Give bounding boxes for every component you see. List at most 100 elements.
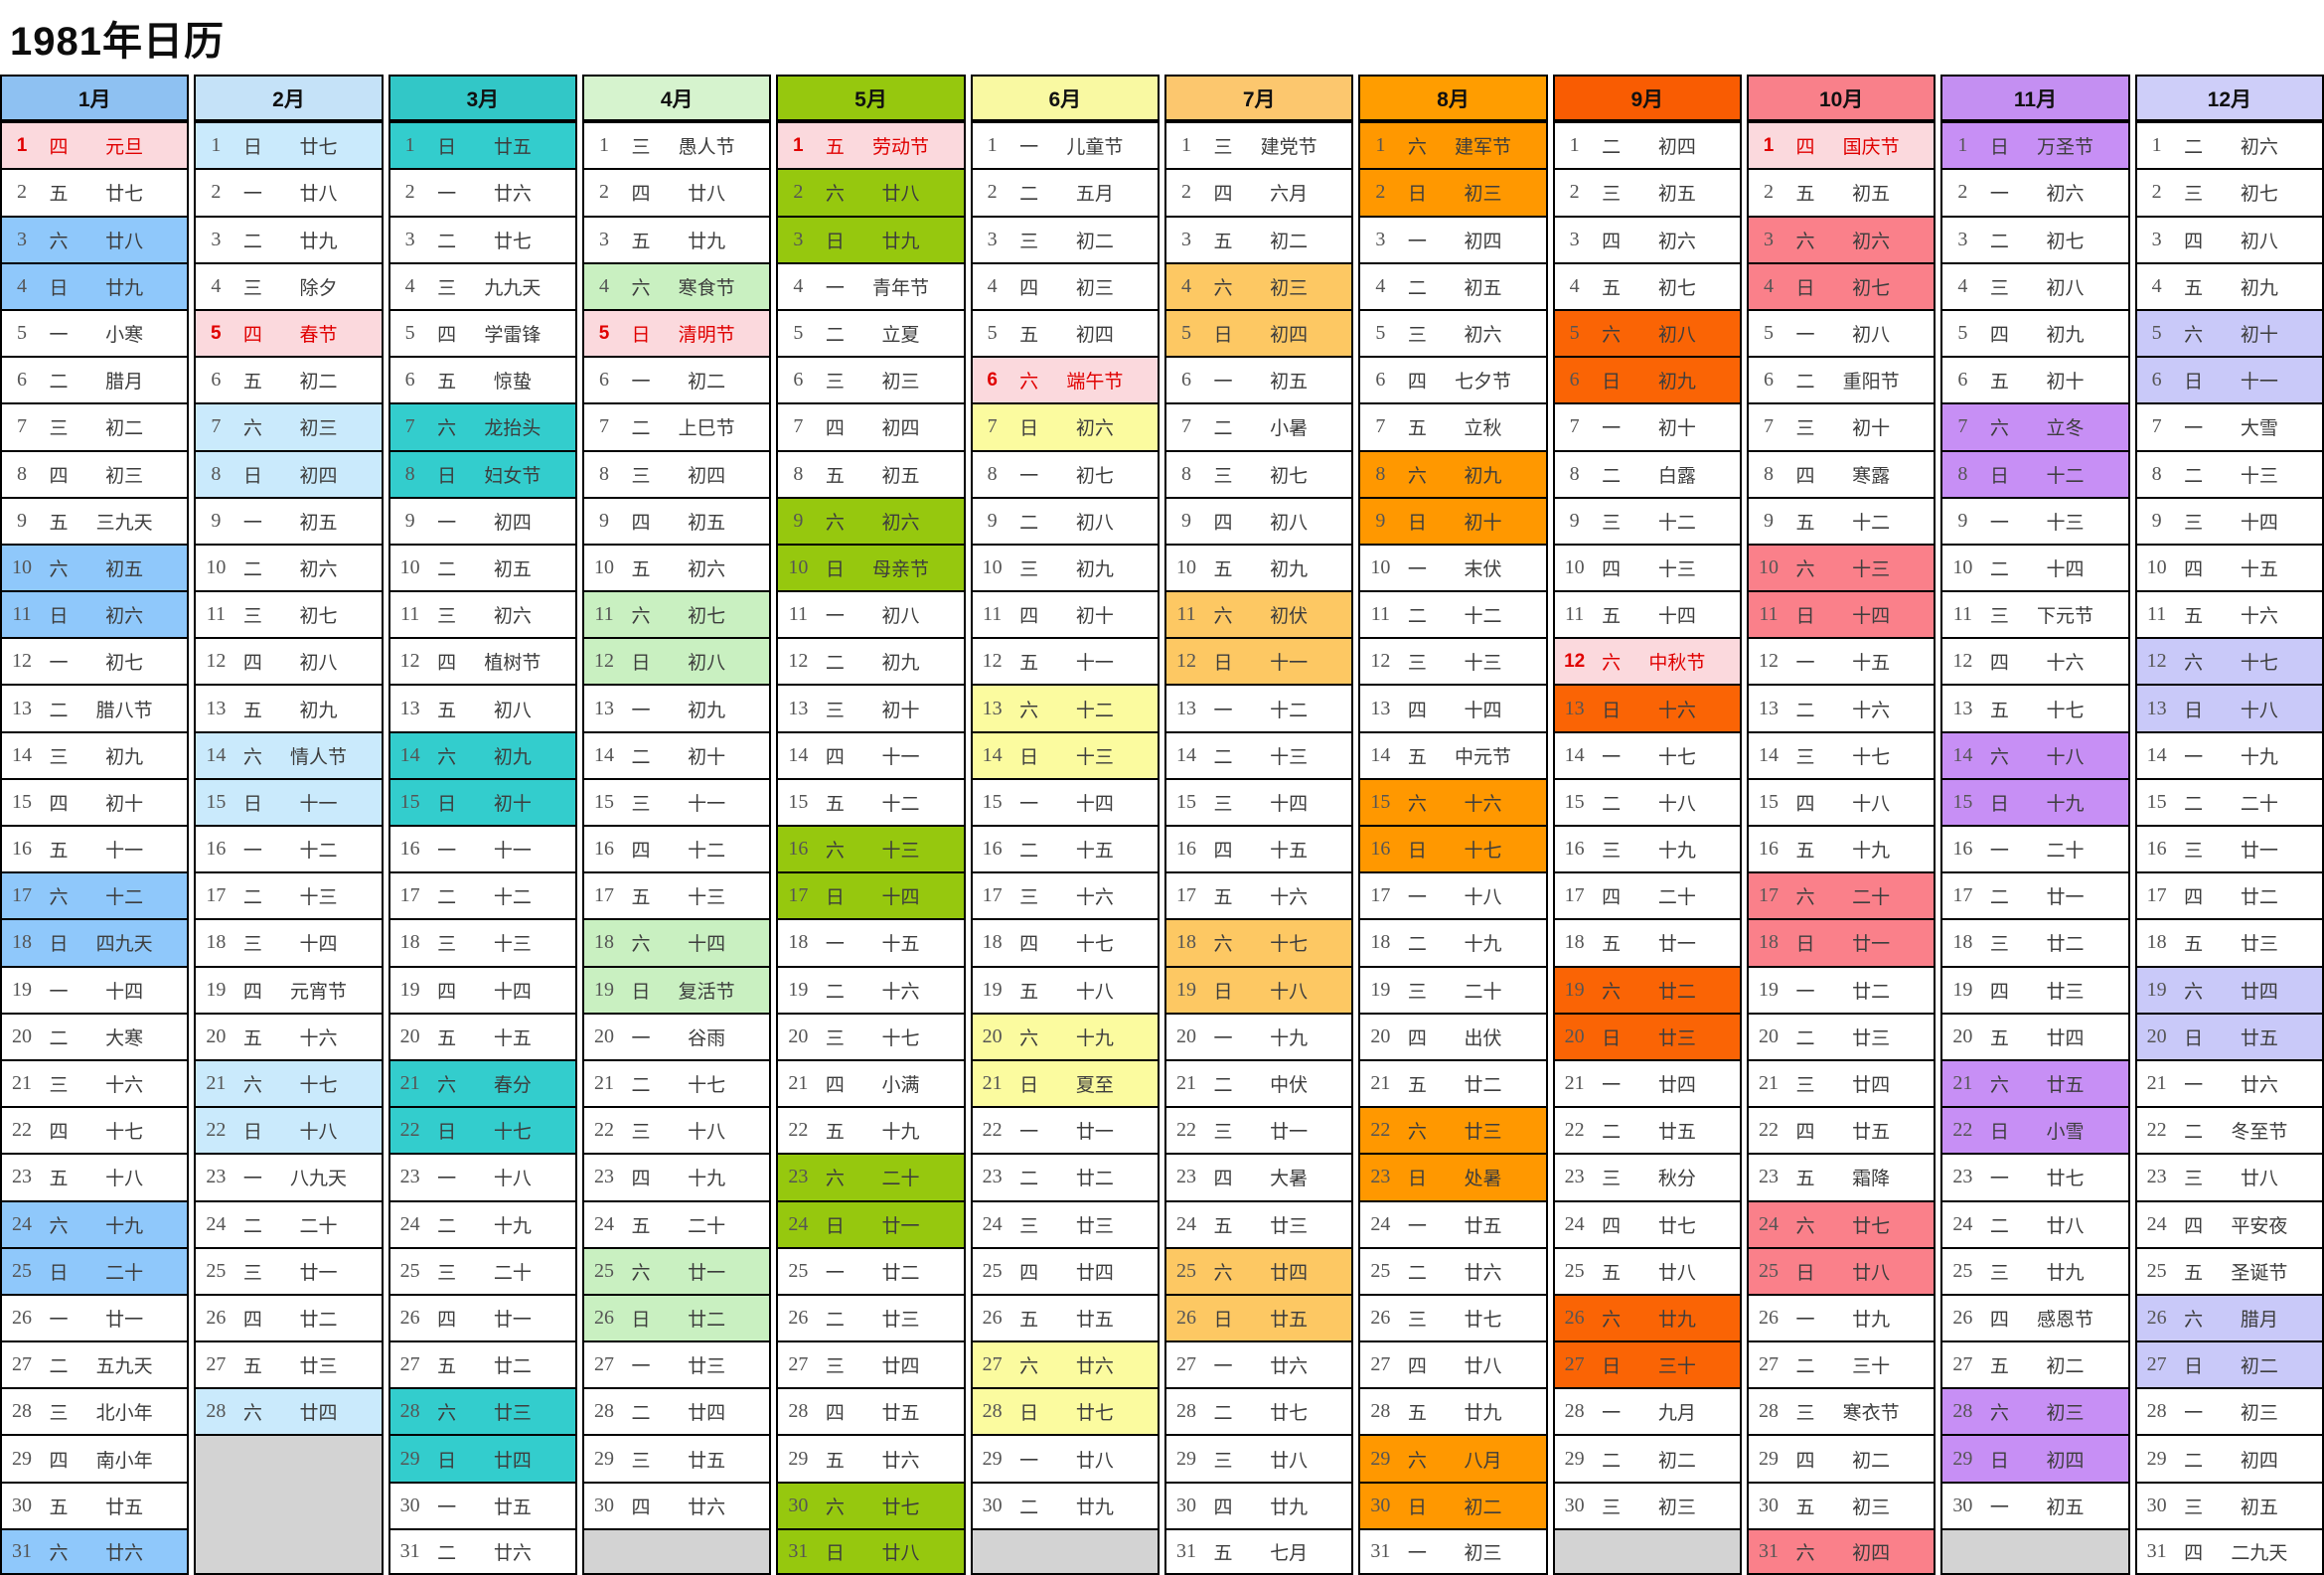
day-number: 10 [982,555,1003,578]
lunar-or-festival-label: 大暑 [1270,1169,1309,1190]
lunar-or-festival-label: 八月 [1464,1450,1502,1472]
lunar-or-festival-label: 初三 [1464,1542,1502,1564]
weekday-label: 五 [1602,1262,1622,1284]
day-number: 2 [1180,181,1191,204]
weekday-label: 一 [1989,512,2009,534]
lunar-or-festival-label: 二十 [105,1262,144,1284]
day-cell: 26 六 廿九 [1552,1293,1742,1341]
lunar-or-festival-label: 廿九 [2046,1262,2085,1284]
day-number: 10 [12,555,32,578]
day-number: 22 [2146,1119,2167,1142]
day-cell: 19 六 廿二 [1552,965,1742,1013]
day-cell: 1 三 建党节 [1163,121,1354,169]
day-cell: 13 五 初八 [387,684,577,731]
weekday-label: 三 [49,746,69,768]
weekday-label: 六 [1795,887,1815,909]
lunar-or-festival-label: 十六 [1075,887,1114,909]
day-cell: 15 一 十四 [970,777,1160,825]
lunar-or-festival-label: 十三 [1852,558,1891,580]
lunar-or-festival-label: 十二 [1657,512,1696,534]
day-number: 9 [1375,509,1386,532]
day-number: 13 [1175,697,1196,719]
day-number: 25 [1564,1259,1585,1282]
lunar-or-festival-label: 元旦 [105,137,144,159]
lunar-or-festival-label: 十三 [688,887,726,909]
day-cell: 9 一 初五 [194,496,384,544]
day-number: 2 [1957,181,1968,204]
day-number: 7 [987,415,998,438]
weekday-label: 日 [1795,277,1815,299]
weekday-label: 三 [1795,746,1815,768]
day-number: 26 [399,1306,420,1329]
weekday-label: 三 [1019,887,1039,909]
month-header-5: 5月 [776,75,966,122]
day-cell: 13 四 十四 [1358,684,1548,731]
day-number: 13 [788,697,809,719]
day-number: 14 [1564,743,1585,766]
day-cell: 15 二 二十 [2134,777,2324,825]
day-number: 11 [1176,603,1196,626]
day-number: 3 [211,228,222,250]
weekday-label: 日 [1602,1027,1622,1049]
day-number: 17 [593,884,614,907]
lunar-or-festival-label: 劳动节 [871,137,929,159]
day-cell: 15 三 十四 [1163,777,1354,825]
day-number: 22 [206,1119,227,1142]
lunar-or-festival-label: 初十 [2046,372,2085,394]
weekday-label: 三 [825,1027,845,1049]
day-number: 21 [1564,1072,1585,1095]
month-column-7: 7月 1 三建党节 2 四六月 3 五初二 4 六初三 5 日初四 6 一初五 7 二小暑 8 三初七 9 四初八 1… [1163,75,1354,1575]
lunar-or-festival-label: 霜降 [1852,1169,1891,1190]
day-number: 22 [1758,1119,1779,1142]
day-number: 14 [1370,743,1391,766]
lunar-or-festival-label: 十九 [688,1169,726,1190]
day-number: 23 [1175,1166,1196,1188]
lunar-or-festival-label: 初九 [1464,465,1502,487]
weekday-label: 五 [1019,653,1039,675]
day-cell: 1 一 儿童节 [970,121,1160,169]
day-cell: 12 日 十一 [1163,637,1354,685]
day-cell: 28 一 初三 [2134,1387,2324,1435]
day-cell: 22 二 廿五 [1552,1106,1742,1154]
day-number: 19 [1564,978,1585,1001]
weekday-label: 一 [1213,1356,1233,1378]
day-cell: 11 三 初七 [194,590,384,638]
lunar-or-festival-label: 廿七 [299,137,338,159]
day-number: 24 [593,1212,614,1235]
weekday-label: 一 [1213,372,1233,394]
day-number: 18 [1175,931,1196,954]
day-cell: 17 二 十二 [387,871,577,919]
day-cell: 22 四 廿五 [1746,1106,1937,1154]
weekday-label: 日 [1795,934,1815,956]
day-cell: 19 四 元宵节 [194,965,384,1013]
weekday-label: 一 [1795,981,1815,1003]
weekday-label: 日 [631,981,651,1003]
weekday-label: 六 [1213,1262,1233,1284]
weekday-label: 日 [2184,1027,2204,1049]
day-number: 11 [1565,603,1585,626]
weekday-label: 六 [242,746,262,768]
day-number: 8 [1180,462,1191,485]
day-number: 4 [987,274,998,297]
day-cell: 5 四 春节 [194,308,384,357]
weekday-label: 五 [437,700,457,721]
lunar-or-festival-label: 廿四 [2240,981,2278,1003]
weekday-label: 三 [1407,1309,1427,1331]
day-cell: 3 五 廿九 [581,215,772,262]
weekday-label: 五 [1213,558,1233,580]
lunar-or-festival-label: 初四 [299,465,338,487]
day-number: 14 [1952,743,1973,766]
weekday-label: 六 [2184,981,2204,1003]
weekday-label: 三 [242,934,262,956]
day-cell: 14 一 十九 [2134,730,2324,778]
weekday-label: 三 [1989,1262,2009,1284]
lunar-or-festival-label: 十六 [2240,606,2278,628]
day-number: 29 [1370,1447,1391,1470]
day-cell: 25 五 圣诞节 [2134,1246,2324,1294]
weekday-label: 六 [825,1169,845,1190]
day-number: 25 [1370,1259,1391,1282]
weekday-label: 日 [437,1450,457,1472]
day-number: 2 [17,181,27,204]
day-cell: 8 日 妇女节 [387,449,577,497]
lunar-or-festival-label: 廿四 [493,1450,532,1472]
